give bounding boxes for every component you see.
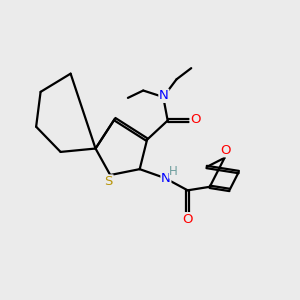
Text: O: O [182,213,193,226]
Text: N: N [159,89,169,102]
Text: O: O [220,144,231,157]
Text: S: S [105,175,113,188]
Text: N: N [161,172,171,185]
Text: H: H [169,165,178,178]
Text: O: O [190,113,201,127]
